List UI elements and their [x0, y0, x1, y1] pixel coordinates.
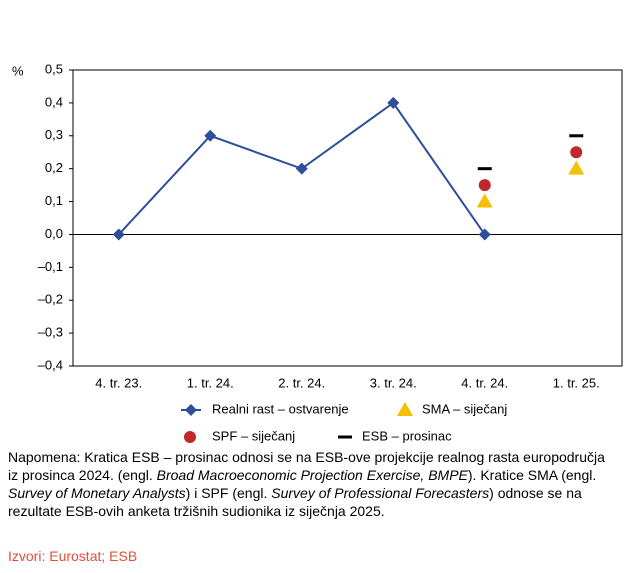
- marker: [112, 228, 125, 241]
- y-tick-label: 0,5: [45, 61, 63, 76]
- y-tick-label: 0,4: [45, 94, 63, 109]
- y-tick-label: 0,3: [45, 127, 63, 142]
- chart: % –0,4 –0,3 –0,2 –0,1 0,0 0,1 0,2 0,3 0,4 0,5 4. t…: [12, 61, 623, 443]
- marker: [387, 96, 400, 109]
- note-text: Napomena: Kratica ESB – prosinac odnosi …: [8, 449, 605, 483]
- x-tick-label: 2. tr. 24.: [278, 375, 325, 390]
- marker: [477, 167, 492, 171]
- note-text: ) i SPF (engl.: [185, 485, 272, 501]
- y-tick-label: 0,0: [45, 226, 63, 241]
- marker: [478, 179, 491, 192]
- legend-marker: [185, 404, 197, 416]
- note: Napomena: Kratica ESB – prosinac odnosi …: [8, 448, 608, 520]
- note-text: Broad Macroeconomic Projection Exercise,…: [156, 467, 468, 483]
- y-tick-label: 0,1: [45, 193, 63, 208]
- y-tick-label: 0,2: [45, 160, 63, 175]
- plot-frame: [72, 69, 623, 367]
- source: Izvori: Eurostat; ESB: [8, 548, 138, 564]
- y-tick-label: –0,1: [38, 259, 63, 274]
- marker: [568, 160, 585, 175]
- legend-marker: [184, 431, 196, 443]
- y-tick-label: –0,3: [38, 325, 63, 340]
- marker: [569, 134, 584, 138]
- note-text: ). Kratice SMA (engl.: [467, 467, 597, 483]
- y-unit: %: [12, 63, 24, 78]
- y-tick-label: –0,4: [38, 357, 63, 372]
- legend-marker: [338, 435, 352, 439]
- legend-label: SMA – siječanj: [422, 401, 507, 416]
- marker: [476, 193, 493, 208]
- x-tick-label: 4. tr. 24.: [461, 375, 508, 390]
- note-text: ) odnose se na rezultate ESB-ovih anketa…: [8, 485, 582, 519]
- legend-marker: [397, 402, 413, 416]
- x-tick-label: 1. tr. 25.: [553, 375, 600, 390]
- x-tick-label: 3. tr. 24.: [370, 375, 417, 390]
- y-tick-label: –0,2: [38, 292, 63, 307]
- x-tick-label: 4. tr. 23.: [95, 375, 142, 390]
- legend-label: ESB – prosinac: [362, 428, 452, 443]
- marker: [295, 162, 308, 175]
- marker: [478, 228, 491, 241]
- legend-label: SPF – siječanj: [212, 428, 295, 443]
- legend-label: Realni rast – ostvarenje: [212, 401, 349, 416]
- note-text: Survey of Professional Forecasters: [271, 485, 490, 501]
- note-text: Survey of Monetary Analysts: [8, 485, 186, 501]
- x-tick-label: 1. tr. 24.: [187, 375, 234, 390]
- marker: [204, 129, 217, 142]
- marker: [570, 146, 583, 159]
